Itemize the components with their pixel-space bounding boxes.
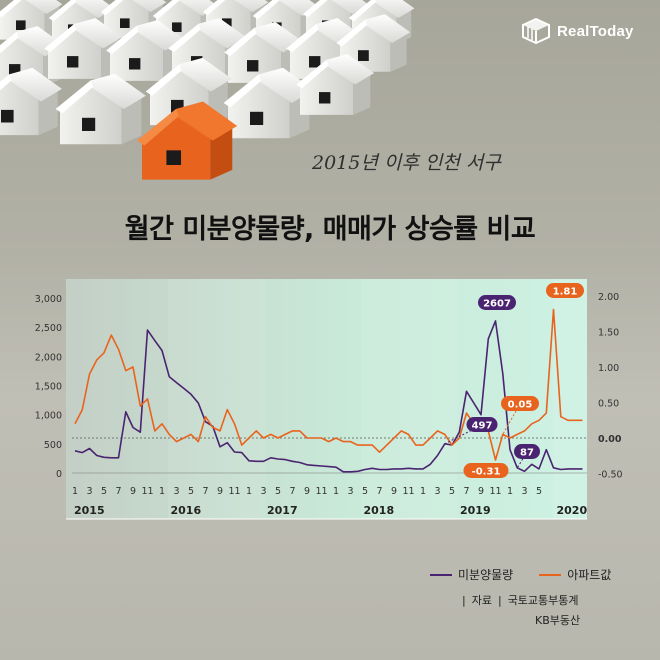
annotation-badge [546, 283, 584, 298]
y-left-tick-label: 3,000 [35, 294, 62, 305]
orange-house-icon [137, 101, 238, 180]
x-tick-label: 11 [141, 486, 153, 497]
x-year-label: 2016 [171, 504, 202, 517]
x-tick-label: 11 [402, 486, 414, 497]
houses-illustration [0, 0, 415, 180]
chart-subtitle: 2015년 이후 인천 서구 [312, 152, 501, 174]
annotation-badge [466, 417, 498, 432]
y-right-tick-label: 1.00 [598, 363, 619, 374]
x-tick-label: 3 [173, 486, 179, 497]
y-left-tick-label: 1,500 [35, 382, 62, 393]
x-tick-label: 3 [434, 486, 440, 497]
brand-cube-icon [522, 18, 550, 44]
x-tick-label: 5 [101, 486, 107, 497]
x-tick-label: 7 [289, 486, 295, 497]
x-tick-label: 1 [246, 486, 252, 497]
brand-name: RealToday [557, 22, 634, 40]
y-right-tick-label: 2.00 [598, 292, 619, 303]
x-tick-label: 5 [362, 486, 368, 497]
y-left-tick-label: 2,000 [35, 352, 62, 363]
x-tick-label: 3 [347, 486, 353, 497]
line-chart: 0 500 1,000 1,500 2,000 2,500 3,000 -0.50 0.00 0.… [35, 279, 623, 520]
annotation-badge [463, 463, 509, 478]
x-year-label: 2015 [74, 504, 105, 517]
brand-logo: RealToday [521, 18, 634, 44]
annotation-leader [516, 451, 528, 469]
x-tick-label: 1 [159, 486, 165, 497]
plot-area [66, 279, 587, 519]
x-year-label: 2020 [557, 504, 588, 517]
legend-label-unsold: 미분양물량 [458, 568, 514, 582]
x-year-label: 2017 [267, 504, 298, 517]
source-label: 자료 [471, 594, 492, 607]
year-band [265, 279, 361, 519]
x-tick-label: 1 [420, 486, 426, 497]
x-tick-label: 9 [130, 486, 136, 497]
annotation-label: 1.81 [553, 287, 578, 298]
x-tick-label: 5 [188, 486, 194, 497]
x-year-label: 2018 [364, 504, 395, 517]
x-tick-label: 7 [202, 486, 208, 497]
y-left-tick-label: 0 [56, 469, 62, 480]
white-house-icon [0, 67, 62, 136]
x-tick-label: 1 [333, 486, 339, 497]
annotation-badge [514, 444, 540, 459]
y-right-tick-label: 1.50 [598, 328, 619, 339]
annotation-label: 0.05 [508, 400, 533, 411]
series-line-unsold [74, 320, 583, 473]
x-tick-label: 1 [507, 486, 513, 497]
year-band [72, 279, 168, 519]
y-right-tick-label: 0.00 [598, 434, 622, 445]
legend: 미분양물량 아파트값 [430, 566, 611, 583]
x-tick-label: 11 [315, 486, 327, 497]
annotation-label: 2607 [483, 299, 511, 310]
y-left-tick-label: 1,000 [35, 411, 62, 422]
y-left-tick-label: 2,500 [35, 323, 62, 334]
legend-item-unsold: 미분양물량 [430, 566, 513, 583]
x-tick-label: 5 [449, 486, 455, 497]
year-band [168, 279, 265, 519]
legend-swatch-unsold [430, 573, 452, 576]
y-right-tick-label: 0.50 [598, 399, 619, 410]
x-tick-label: 11 [228, 486, 240, 497]
legend-swatch-price [539, 573, 562, 576]
white-house-icon [223, 67, 314, 139]
year-band [361, 279, 457, 519]
x-tick-label: 9 [478, 486, 484, 497]
x-tick-label: 3 [86, 486, 92, 497]
annotation-badge [478, 295, 516, 310]
x-tick-label: 9 [391, 486, 397, 497]
x-tick-label: 3 [521, 486, 527, 497]
series-line-price [74, 308, 583, 461]
x-year-label: 2019 [460, 504, 491, 517]
source-note: | 자료 | 국토교통부통계 KB부동산 [462, 591, 580, 631]
x-tick-label: 9 [304, 486, 310, 497]
white-house-icon [224, 22, 303, 83]
legend-label-price: 아파트값 [567, 568, 612, 582]
chart-title: 월간 미분양물량, 매매가 상승률 비교 [124, 214, 536, 245]
white-house-icon [106, 20, 185, 81]
legend-item-price: 아파트값 [539, 566, 611, 583]
x-tick-label: 3 [260, 486, 266, 497]
x-tick-label: 9 [217, 486, 223, 497]
x-tick-label: 5 [275, 486, 281, 497]
x-tick-label: 7 [115, 486, 121, 497]
source-line1: 국토교통부통계 [507, 594, 579, 607]
annotation-label: 87 [520, 448, 534, 459]
x-tick-label: 11 [489, 486, 501, 497]
annotation-badge [501, 396, 539, 411]
x-tick-label: 7 [463, 486, 469, 497]
y-left-tick-label: 500 [44, 440, 62, 451]
source-line2: KB부동산 [535, 614, 581, 627]
annotation-label: 497 [472, 421, 493, 432]
x-tick-label: 1 [72, 486, 78, 497]
white-house-icon [55, 73, 146, 145]
x-tick-label: 7 [376, 486, 382, 497]
year-band [553, 279, 587, 519]
x-tick-label: 5 [536, 486, 542, 497]
annotation-label: -0.31 [472, 467, 501, 478]
annotation-leader [444, 424, 483, 445]
white-house-icon [296, 54, 375, 115]
y-right-tick-label: -0.50 [598, 470, 623, 481]
